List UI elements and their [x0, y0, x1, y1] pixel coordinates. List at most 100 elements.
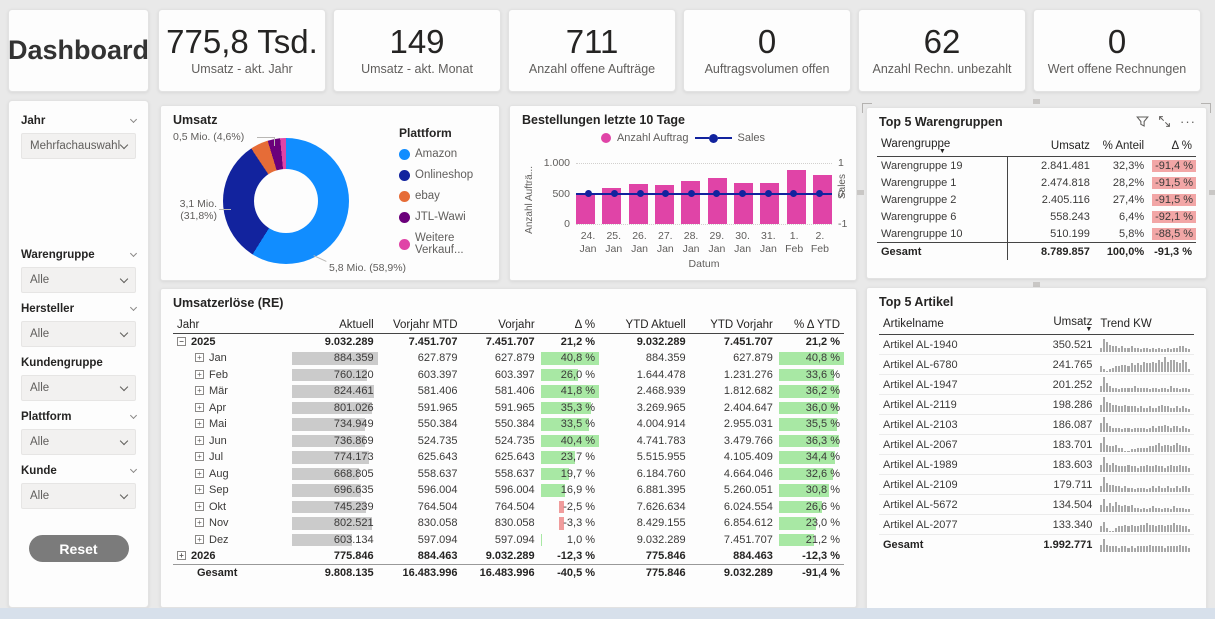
filter-dropdown-plattform[interactable]: Alle: [21, 429, 136, 455]
filter-dropdown-warengruppe[interactable]: Alle: [21, 267, 136, 293]
sales-data-point[interactable]: [636, 190, 644, 197]
sales-data-point[interactable]: [610, 190, 618, 197]
column-header[interactable]: Vorjahr: [461, 317, 539, 334]
matrix-row-Gesamt[interactable]: Gesamt 9.808.135 16.483.996 16.483.996 -40,5…: [173, 564, 844, 581]
drag-handle-bottom[interactable]: [1032, 282, 1040, 287]
legend-label[interactable]: Anzahl Auftrag: [616, 132, 689, 144]
column-header[interactable]: Trend KW: [1096, 314, 1194, 335]
sales-data-point[interactable]: [815, 190, 823, 197]
sales-data-point[interactable]: [738, 190, 746, 197]
matrix-row-Sep[interactable]: + Sep 696.635 596.004 596.004 16,9 % 6.881.395…: [173, 482, 844, 499]
bar-anzahl-auftrag[interactable]: [602, 188, 622, 224]
bar-anzahl-auftrag[interactable]: [576, 193, 595, 224]
kpi-card[interactable]: 775,8 Tsd. Umsatz - akt. Jahr: [158, 9, 326, 92]
filter-dropdown-kunde[interactable]: Alle: [21, 483, 136, 509]
kpi-card[interactable]: 711 Anzahl offene Aufträge: [508, 9, 676, 92]
expand-icon[interactable]: +: [195, 485, 204, 495]
sales-data-point[interactable]: [687, 190, 695, 197]
legend-item[interactable]: Onlineshop: [399, 169, 499, 181]
matrix-row-2025[interactable]: −2025 9.032.289 7.451.707 7.451.707 21,2 % 9.…: [173, 334, 844, 351]
expand-icon[interactable]: +: [195, 518, 204, 528]
column-header[interactable]: % Anteil: [1093, 136, 1149, 157]
table-row[interactable]: Artikel AL-2067 183.701: [879, 434, 1194, 455]
drag-handle-top[interactable]: [1032, 99, 1040, 104]
legend-item[interactable]: ebay: [399, 190, 499, 202]
kpi-card[interactable]: 149 Umsatz - akt. Monat: [333, 9, 501, 92]
table-row[interactable]: Artikel AL-5672 134.504: [879, 494, 1194, 515]
expand-icon[interactable]: +: [195, 369, 204, 379]
expand-icon[interactable]: +: [195, 452, 204, 462]
column-header[interactable]: Vorjahr MTD: [377, 317, 462, 334]
bar-anzahl-auftrag[interactable]: [707, 178, 727, 224]
legend-label[interactable]: Sales: [737, 132, 766, 144]
column-header[interactable]: Δ %: [538, 317, 600, 334]
table-row[interactable]: Warengruppe 6 558.243 6,4% -92,1 %: [877, 208, 1196, 225]
expand-icon[interactable]: +: [195, 402, 204, 412]
kpi-card[interactable]: 0 Wert offene Rechnungen: [1033, 9, 1201, 92]
sales-data-point[interactable]: [790, 190, 798, 197]
reset-button[interactable]: Reset: [28, 535, 129, 562]
table-row[interactable]: Artikel AL-6780 241.765: [879, 354, 1194, 375]
legend-item[interactable]: Weitere Verkauf...: [399, 232, 499, 256]
donut-chart[interactable]: [223, 138, 349, 264]
column-header[interactable]: Jahr: [173, 317, 291, 334]
kpi-card[interactable]: 0 Auftragsvolumen offen: [683, 9, 851, 92]
column-header[interactable]: % Δ YTD: [776, 317, 844, 334]
focus-mode-icon[interactable]: [1158, 115, 1171, 128]
more-options-icon[interactable]: ···: [1180, 114, 1196, 129]
expand-icon[interactable]: +: [177, 551, 186, 560]
collapse-icon[interactable]: −: [177, 337, 186, 346]
column-header[interactable]: Aktuell: [290, 317, 378, 334]
table-row[interactable]: Warengruppe 2 2.405.116 27,4% -91,5 %: [877, 191, 1196, 208]
chevron-down-icon[interactable]: [129, 249, 138, 258]
bar-anzahl-auftrag[interactable]: [812, 175, 832, 224]
matrix-row-Jun[interactable]: + Jun 736.869 524.735 524.735 40,4 % 4.741.783…: [173, 433, 844, 450]
matrix-row-Mai[interactable]: + Mai 734.949 550.384 550.384 33,5 % 4.004.914…: [173, 416, 844, 433]
table-row[interactable]: Warengruppe 1 2.474.818 28,2% -91,5 %: [877, 174, 1196, 191]
kpi-card[interactable]: 62 Anzahl Rechn. unbezahlt: [858, 9, 1026, 92]
expand-icon[interactable]: +: [195, 501, 204, 511]
column-header[interactable]: YTD Vorjahr: [689, 317, 777, 334]
matrix-row-Okt[interactable]: + Okt 745.239 764.504 764.504 -2,5 % 7.626.634…: [173, 499, 844, 516]
table-row[interactable]: Artikel AL-1947 201.252: [879, 374, 1194, 395]
expand-icon[interactable]: +: [195, 534, 204, 544]
table-row[interactable]: Warengruppe 10 510.199 5,8% -88,5 %: [877, 225, 1196, 243]
matrix-row-Dez[interactable]: + Dez 603.134 597.094 597.094 1,0 % 9.032.289 7…: [173, 532, 844, 549]
column-header[interactable]: YTD Aktuell: [599, 317, 690, 334]
sales-data-point[interactable]: [585, 190, 593, 197]
column-header[interactable]: Umsatz ▼: [1011, 314, 1097, 335]
matrix-row-Jan[interactable]: + Jan 884.359 627.879 627.879 40,8 % 884.359 62…: [173, 350, 844, 367]
column-header[interactable]: Umsatz: [1007, 136, 1094, 157]
matrix-row-Apr[interactable]: + Apr 801.026 591.965 591.965 35,3 % 3.269.965…: [173, 400, 844, 417]
expand-icon[interactable]: +: [195, 386, 204, 396]
chevron-down-icon[interactable]: [129, 465, 138, 474]
column-header[interactable]: Δ %: [1148, 136, 1196, 157]
table-row[interactable]: Artikel AL-2119 198.286: [879, 394, 1194, 415]
filter-dropdown-hersteller[interactable]: Alle: [21, 321, 136, 347]
matrix-row-Jul[interactable]: + Jul 774.173 625.643 625.643 23,7 % 5.515.955…: [173, 449, 844, 466]
bar-anzahl-auftrag[interactable]: [786, 170, 806, 224]
matrix-row-Nov[interactable]: + Nov 802.521 830.058 830.058 -3,3 % 8.429.155…: [173, 515, 844, 532]
legend-item[interactable]: JTL-Wawi: [399, 211, 499, 223]
drag-handle-left[interactable]: [857, 190, 864, 195]
drag-handle-right[interactable]: [1209, 190, 1215, 195]
matrix-row-Feb[interactable]: + Feb 760.120 603.397 603.397 26,0 % 1.644.478…: [173, 367, 844, 384]
filter-dropdown-jahr[interactable]: Mehrfachauswahl: [21, 133, 136, 159]
matrix-row-Mär[interactable]: + Mär 824.461 581.406 581.406 41,8 % 2.468.939…: [173, 383, 844, 400]
expand-icon[interactable]: +: [195, 353, 204, 363]
matrix-row-Aug[interactable]: + Aug 668.805 558.637 558.637 19,7 % 6.184.760…: [173, 466, 844, 483]
bar-anzahl-auftrag[interactable]: [681, 181, 701, 224]
expand-icon[interactable]: +: [195, 419, 204, 429]
expand-icon[interactable]: +: [195, 468, 204, 478]
table-row[interactable]: Warengruppe 19 2.841.481 32,3% -91,4 %: [877, 156, 1196, 174]
table-row[interactable]: Artikel AL-2077 133.340: [879, 514, 1194, 535]
column-header[interactable]: Artikelname: [879, 314, 1012, 335]
expand-icon[interactable]: +: [195, 435, 204, 445]
sales-data-point[interactable]: [764, 190, 772, 197]
chevron-down-icon[interactable]: [129, 115, 138, 124]
table-row[interactable]: Artikel AL-2109 179.711: [879, 474, 1194, 495]
filter-dropdown-kundengruppe[interactable]: Alle: [21, 375, 136, 401]
chevron-down-icon[interactable]: [129, 303, 138, 312]
table-row[interactable]: Artikel AL-1940 350.521: [879, 334, 1194, 355]
table-row[interactable]: Artikel AL-1989 183.603: [879, 454, 1194, 475]
